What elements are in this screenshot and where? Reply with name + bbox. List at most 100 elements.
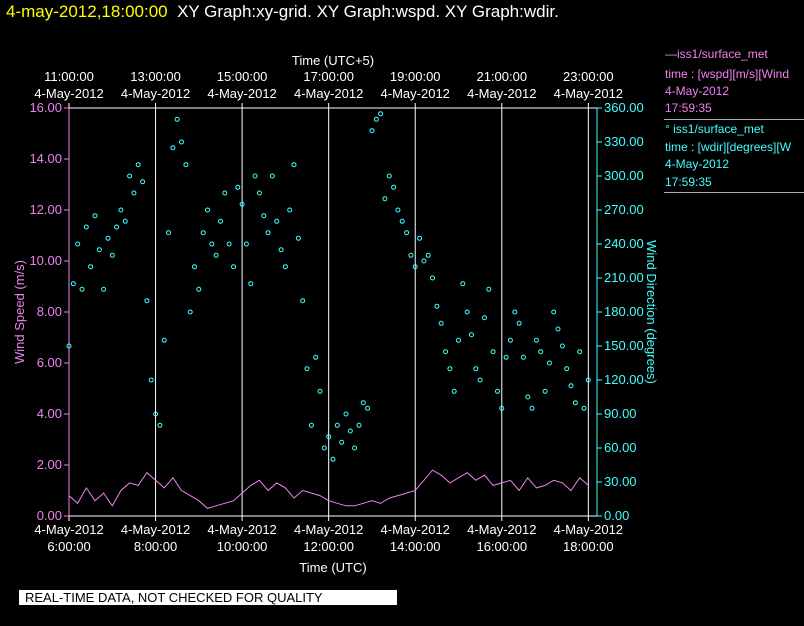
wdir-point bbox=[187, 309, 193, 315]
wdir-point bbox=[105, 235, 111, 241]
wdir-point bbox=[278, 247, 284, 253]
wdir-point bbox=[360, 400, 366, 406]
graph-header: 4-may-2012,18:00:00 XY Graph:xy-grid. XY… bbox=[6, 2, 559, 22]
x-tick-label-top-date: 4-May-2012 bbox=[467, 86, 536, 101]
wdir-point bbox=[183, 162, 189, 168]
wdir-point bbox=[460, 281, 466, 287]
wdir-point bbox=[568, 383, 574, 389]
wdir-point bbox=[148, 377, 154, 383]
wdir-point bbox=[404, 230, 410, 236]
header-graph-list: XY Graph:xy-grid. XY Graph:wspd. XY Grap… bbox=[177, 2, 559, 21]
y-right-tick-label: 150.00 bbox=[604, 338, 644, 353]
x-tick-label-bottom-time: 6:00:00 bbox=[47, 539, 90, 554]
x-tick-label-bottom-date: 4-May-2012 bbox=[121, 522, 190, 537]
wdir-point bbox=[295, 235, 301, 241]
y-right-tick-label: 360.00 bbox=[604, 100, 644, 115]
y-right-tick-label: 30.00 bbox=[604, 474, 637, 489]
y-left-tick-label: 12.00 bbox=[29, 202, 62, 217]
wdir-point bbox=[430, 275, 435, 281]
wdir-point bbox=[174, 116, 180, 122]
x-axis-title-top: Time (UTC+5) bbox=[292, 53, 374, 68]
wdir-point bbox=[330, 456, 336, 462]
y-left-tick-label: 14.00 bbox=[29, 151, 62, 166]
wdir-point bbox=[222, 190, 228, 196]
x-tick-label-top-date: 4-May-2012 bbox=[34, 86, 103, 101]
wdir-point bbox=[334, 422, 340, 428]
x-tick-label-top-date: 4-May-2012 bbox=[554, 86, 623, 101]
wdir-point bbox=[282, 264, 288, 270]
wdir-point bbox=[542, 388, 548, 394]
wdir-point bbox=[131, 190, 137, 196]
x-tick-label-bottom-date: 4-May-2012 bbox=[294, 522, 363, 537]
wdir-point bbox=[101, 286, 107, 292]
wdir-point bbox=[391, 184, 397, 190]
wdir-point bbox=[516, 320, 522, 326]
wdir-point bbox=[512, 309, 518, 315]
wdir-point bbox=[447, 366, 453, 372]
wdir-point bbox=[274, 218, 280, 224]
y-left-tick-label: 6.00 bbox=[37, 355, 62, 370]
wdir-point bbox=[503, 354, 509, 360]
x-tick-label-top-time: 13:00:00 bbox=[130, 69, 181, 84]
wdir-point bbox=[88, 264, 94, 270]
wdir-point bbox=[482, 315, 487, 321]
legend-wspd-line2: time : [wspd][m/s][Wind bbox=[665, 67, 790, 81]
wdir-point bbox=[157, 422, 163, 428]
x-tick-label-bottom-date: 4-May-2012 bbox=[554, 522, 623, 537]
wdir-point bbox=[546, 360, 552, 366]
x-tick-label-bottom-time: 8:00:00 bbox=[134, 539, 177, 554]
wdir-point bbox=[109, 252, 115, 258]
legend-separator-1 bbox=[664, 119, 804, 120]
x-axis-title-bottom: Time (UTC) bbox=[299, 560, 366, 575]
wdir-point bbox=[300, 298, 306, 304]
x-tick-label-top-time: 23:00:00 bbox=[563, 69, 614, 84]
x-tick-label-bottom-time: 14:00:00 bbox=[390, 539, 441, 554]
wdir-point bbox=[572, 400, 578, 406]
wdir-point bbox=[464, 309, 470, 315]
wdir-point bbox=[218, 218, 223, 224]
wdir-point bbox=[209, 241, 215, 247]
wdir-point bbox=[486, 286, 492, 292]
wdir-point bbox=[252, 173, 258, 179]
wdir-point bbox=[533, 337, 539, 343]
x-tick-label-top-date: 4-May-2012 bbox=[121, 86, 190, 101]
y-right-tick-label: 120.00 bbox=[604, 372, 644, 387]
legend-wdir-line2: time : [wdir][degrees][W bbox=[665, 140, 792, 154]
wdir-point bbox=[438, 320, 444, 326]
wdir-point bbox=[153, 411, 159, 417]
wdir-point bbox=[520, 354, 526, 360]
wdir-point bbox=[495, 388, 500, 394]
x-tick-label-bottom-date: 4-May-2012 bbox=[467, 522, 536, 537]
wdir-point bbox=[269, 173, 275, 179]
x-tick-label-bottom-time: 16:00:00 bbox=[476, 539, 527, 554]
wdir-point bbox=[559, 343, 565, 349]
wdir-point bbox=[564, 366, 570, 372]
y-right-tick-label: 300.00 bbox=[604, 168, 644, 183]
wdir-point bbox=[83, 224, 89, 230]
wdir-point bbox=[205, 207, 210, 213]
wdir-point bbox=[127, 173, 133, 179]
wdir-point bbox=[313, 354, 319, 360]
wdir-point bbox=[395, 207, 401, 213]
wdir-point bbox=[456, 337, 461, 343]
y-left-tick-label: 2.00 bbox=[37, 457, 62, 472]
wdir-point bbox=[321, 445, 327, 451]
wdir-point bbox=[317, 388, 323, 394]
legend-wdir-date: 4-May-2012 bbox=[665, 157, 730, 171]
wdir-point bbox=[96, 247, 102, 253]
y-right-tick-label: 0.00 bbox=[604, 508, 629, 523]
legend-wspd-date: 4-May-2012 bbox=[665, 84, 730, 98]
wdir-point bbox=[243, 241, 249, 247]
wdir-point bbox=[469, 332, 474, 338]
x-tick-label-top-time: 21:00:00 bbox=[476, 69, 527, 84]
wdir-point bbox=[581, 405, 587, 411]
y-left-tick-label: 4.00 bbox=[37, 406, 62, 421]
wdir-point bbox=[525, 394, 531, 400]
y-left-tick-label: 0.00 bbox=[37, 508, 62, 523]
wdir-point bbox=[170, 145, 176, 151]
wdir-point bbox=[499, 405, 505, 411]
legend-wdir-line1: ° iss1/surface_met bbox=[665, 122, 764, 136]
wdir-point bbox=[226, 241, 232, 247]
wdir-point bbox=[347, 428, 353, 434]
